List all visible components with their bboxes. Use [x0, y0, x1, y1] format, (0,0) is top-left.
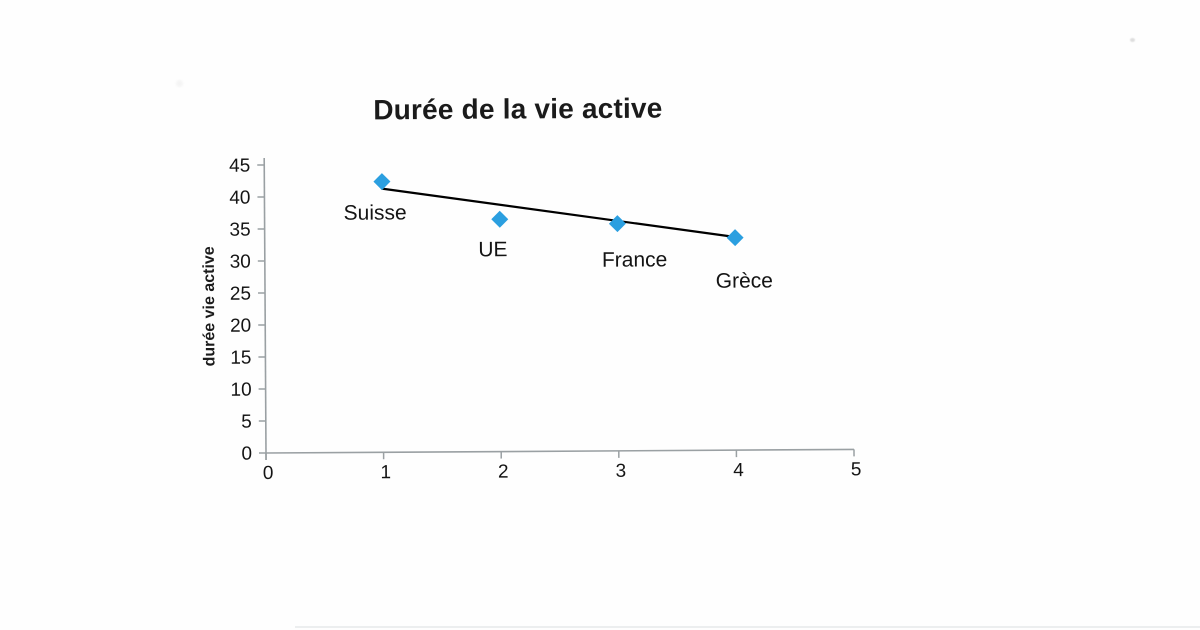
- trendline: [380, 187, 737, 239]
- point-label: Grèce: [716, 269, 773, 292]
- data-point-diamond: [491, 210, 509, 228]
- y-tick-label: 15: [230, 348, 251, 369]
- y-axis-line: [263, 158, 267, 461]
- data-point-diamond: [373, 173, 391, 191]
- y-tick-label: 20: [230, 316, 251, 337]
- data-point-diamond: [608, 215, 626, 233]
- x-tick-label: 1: [380, 462, 391, 483]
- scan-artifact-speck: [176, 80, 183, 87]
- x-tick-label: 2: [498, 462, 509, 483]
- x-axis-line: [265, 448, 854, 454]
- y-tick-label: 40: [229, 188, 250, 209]
- y-tick-label: 30: [230, 252, 251, 273]
- scan-artifact-speck: [1130, 38, 1135, 42]
- y-tick-label: 0: [241, 444, 252, 465]
- y-tick-label: 45: [229, 156, 250, 177]
- y-tick-label: 10: [230, 380, 251, 401]
- x-tick-label: 4: [733, 460, 744, 481]
- y-tick-label: 25: [230, 284, 251, 305]
- y-tick-label: 35: [229, 220, 250, 241]
- point-label: UE: [478, 238, 507, 261]
- point-label: France: [602, 248, 667, 271]
- x-tick-label: 3: [616, 461, 627, 482]
- scan-artifact-line: [295, 626, 1200, 628]
- data-point-diamond: [726, 229, 744, 247]
- x-tick-label: 5: [851, 459, 862, 480]
- point-label: Suisse: [344, 201, 407, 224]
- y-tick-label: 5: [241, 412, 252, 433]
- x-tick-label: 0: [263, 463, 274, 484]
